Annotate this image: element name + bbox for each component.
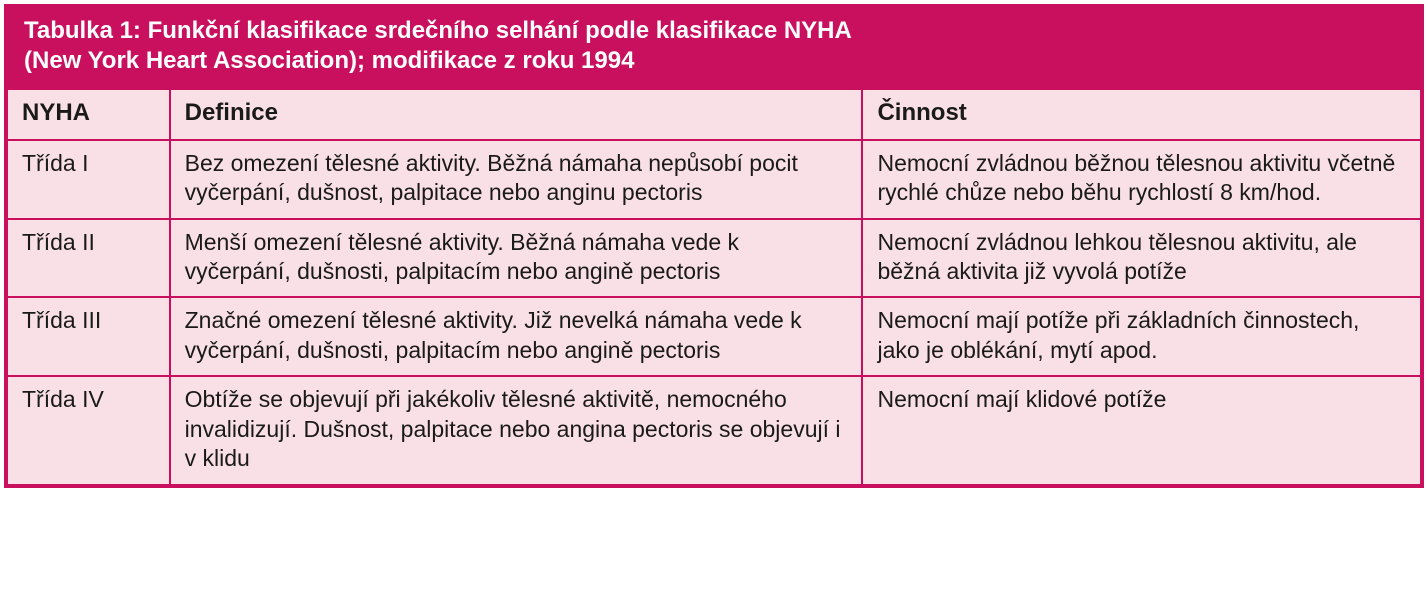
table-row: Třída III Značné omezení tělesné aktivit… — [7, 297, 1421, 376]
cell-definice: Bez omezení tělesné aktivity. Běžná náma… — [170, 140, 863, 219]
cell-cinnost: Nemocní zvládnou lehkou tělesnou aktivit… — [862, 219, 1421, 298]
header-row: NYHA Definice Činnost — [7, 89, 1421, 140]
cell-cinnost: Nemocní mají potíže při základních činno… — [862, 297, 1421, 376]
title-line-1: Tabulka 1: Funkční klasifikace srdečního… — [24, 16, 1404, 46]
nyha-table: Tabulka 1: Funkční klasifikace srdečního… — [4, 4, 1424, 488]
cell-nyha: Třída IV — [7, 376, 170, 484]
cell-definice: Značné omezení tělesné aktivity. Již nev… — [170, 297, 863, 376]
title-line-2: (New York Heart Association); modifikace… — [24, 46, 1404, 76]
cell-nyha: Třída III — [7, 297, 170, 376]
table-row: Třída I Bez omezení tělesné aktivity. Bě… — [7, 140, 1421, 219]
cell-definice: Obtíže se objevují při jakékoliv tělesné… — [170, 376, 863, 484]
table-title: Tabulka 1: Funkční klasifikace srdečního… — [6, 6, 1422, 88]
cell-cinnost: Nemocní zvládnou běžnou tělesnou aktivit… — [862, 140, 1421, 219]
cell-nyha: Třída II — [7, 219, 170, 298]
col-header-nyha: NYHA — [7, 89, 170, 140]
cell-cinnost: Nemocní mají klidové potíže — [862, 376, 1421, 484]
cell-nyha: Třída I — [7, 140, 170, 219]
classification-table: NYHA Definice Činnost Třída I Bez omezen… — [6, 88, 1422, 486]
col-header-definice: Definice — [170, 89, 863, 140]
table-row: Třída II Menší omezení tělesné aktivity.… — [7, 219, 1421, 298]
table-row: Třída IV Obtíže se objevují při jakékoli… — [7, 376, 1421, 484]
col-header-cinnost: Činnost — [862, 89, 1421, 140]
cell-definice: Menší omezení tělesné aktivity. Běžná ná… — [170, 219, 863, 298]
